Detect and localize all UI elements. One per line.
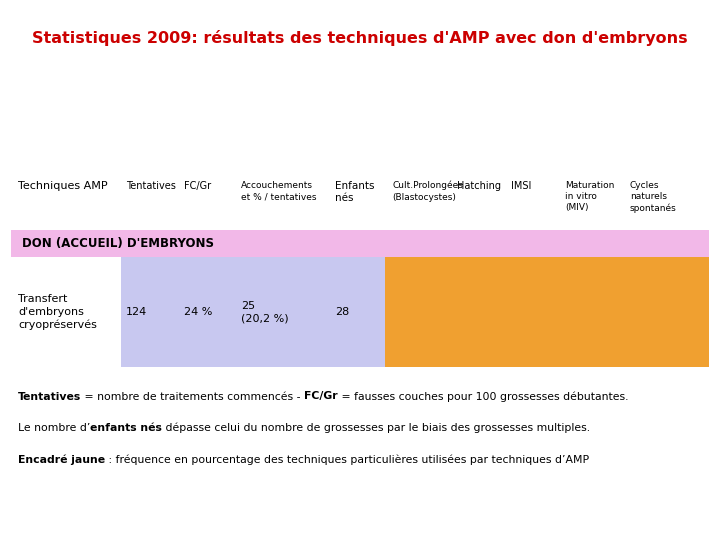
Text: 124: 124	[126, 307, 148, 317]
Text: = nombre de traitements commencés -: = nombre de traitements commencés -	[81, 392, 305, 402]
Text: Maturation
in vitro
(MIV): Maturation in vitro (MIV)	[565, 181, 615, 212]
Text: dépasse celui du nombre de grossesses par le biais des grossesses multiples.: dépasse celui du nombre de grossesses pa…	[162, 423, 590, 433]
Text: : fréquence en pourcentage des techniques particulières utilisées par techniques: : fréquence en pourcentage des technique…	[105, 454, 589, 464]
Bar	[121, 256, 385, 367]
Text: Hatching: Hatching	[457, 181, 501, 191]
Text: IMSI: IMSI	[511, 181, 531, 191]
Text: Encadré jaune: Encadré jaune	[18, 454, 105, 464]
Bar	[11, 230, 709, 256]
Text: 24 %: 24 %	[184, 307, 212, 317]
Text: Enfants
nés: Enfants nés	[335, 181, 374, 203]
Text: Transfert
d'embryons
cryopréservés: Transfert d'embryons cryopréservés	[18, 294, 97, 329]
Text: Accouchements
et % / tentatives: Accouchements et % / tentatives	[241, 181, 317, 201]
Text: Le nombre d’: Le nombre d’	[18, 423, 91, 433]
Text: Tentatives: Tentatives	[126, 181, 176, 191]
Text: Tentatives: Tentatives	[18, 392, 81, 402]
Text: Techniques AMP: Techniques AMP	[18, 181, 107, 191]
Text: FC/Gr: FC/Gr	[305, 392, 338, 402]
Text: = fausses couches pour 100 grossesses débutantes.: = fausses couches pour 100 grossesses dé…	[338, 392, 629, 402]
Bar	[385, 256, 709, 367]
Text: enfants nés: enfants nés	[91, 423, 162, 433]
Text: DON (ACCUEIL) D'EMBRYONS: DON (ACCUEIL) D'EMBRYONS	[22, 237, 214, 249]
Text: Cult.Prolongées
(Blastocystes): Cult.Prolongées (Blastocystes)	[392, 181, 463, 201]
Text: Cycles
naturels
spontanés: Cycles naturels spontanés	[630, 181, 677, 213]
Text: FC/Gr: FC/Gr	[184, 181, 211, 191]
Text: 25
(20,2 %): 25 (20,2 %)	[241, 301, 289, 323]
Text: 28: 28	[335, 307, 349, 317]
Text: Statistiques 2009: résultats des techniques d'AMP avec don d'embryons: Statistiques 2009: résultats des techniq…	[32, 30, 688, 46]
